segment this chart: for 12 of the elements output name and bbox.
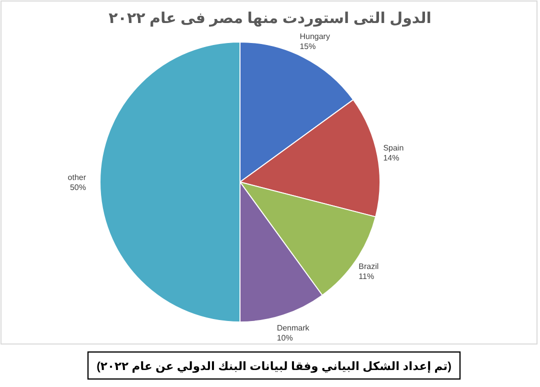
slice-label: Hungary	[300, 32, 330, 42]
chart-title: الدول التى استوردت منها مصر فى عام ٢٠٢٢	[108, 10, 432, 27]
slice-label: Denmark	[276, 323, 310, 332]
text: (تم إعداد الشكل البياني وفقا لبيانات البنك الدولي عن عام ٢٠٢٢)	[96, 361, 452, 373]
data-label: 11%	[358, 272, 374, 281]
data-label: 10%	[276, 333, 293, 342]
data-label: 50%	[70, 183, 86, 192]
slice-label: other	[68, 173, 86, 182]
slice-label: Spain	[383, 143, 404, 152]
slice-label: Brazil	[358, 262, 379, 271]
data-label: 14%	[383, 153, 400, 162]
data-label: 15%	[300, 42, 316, 52]
